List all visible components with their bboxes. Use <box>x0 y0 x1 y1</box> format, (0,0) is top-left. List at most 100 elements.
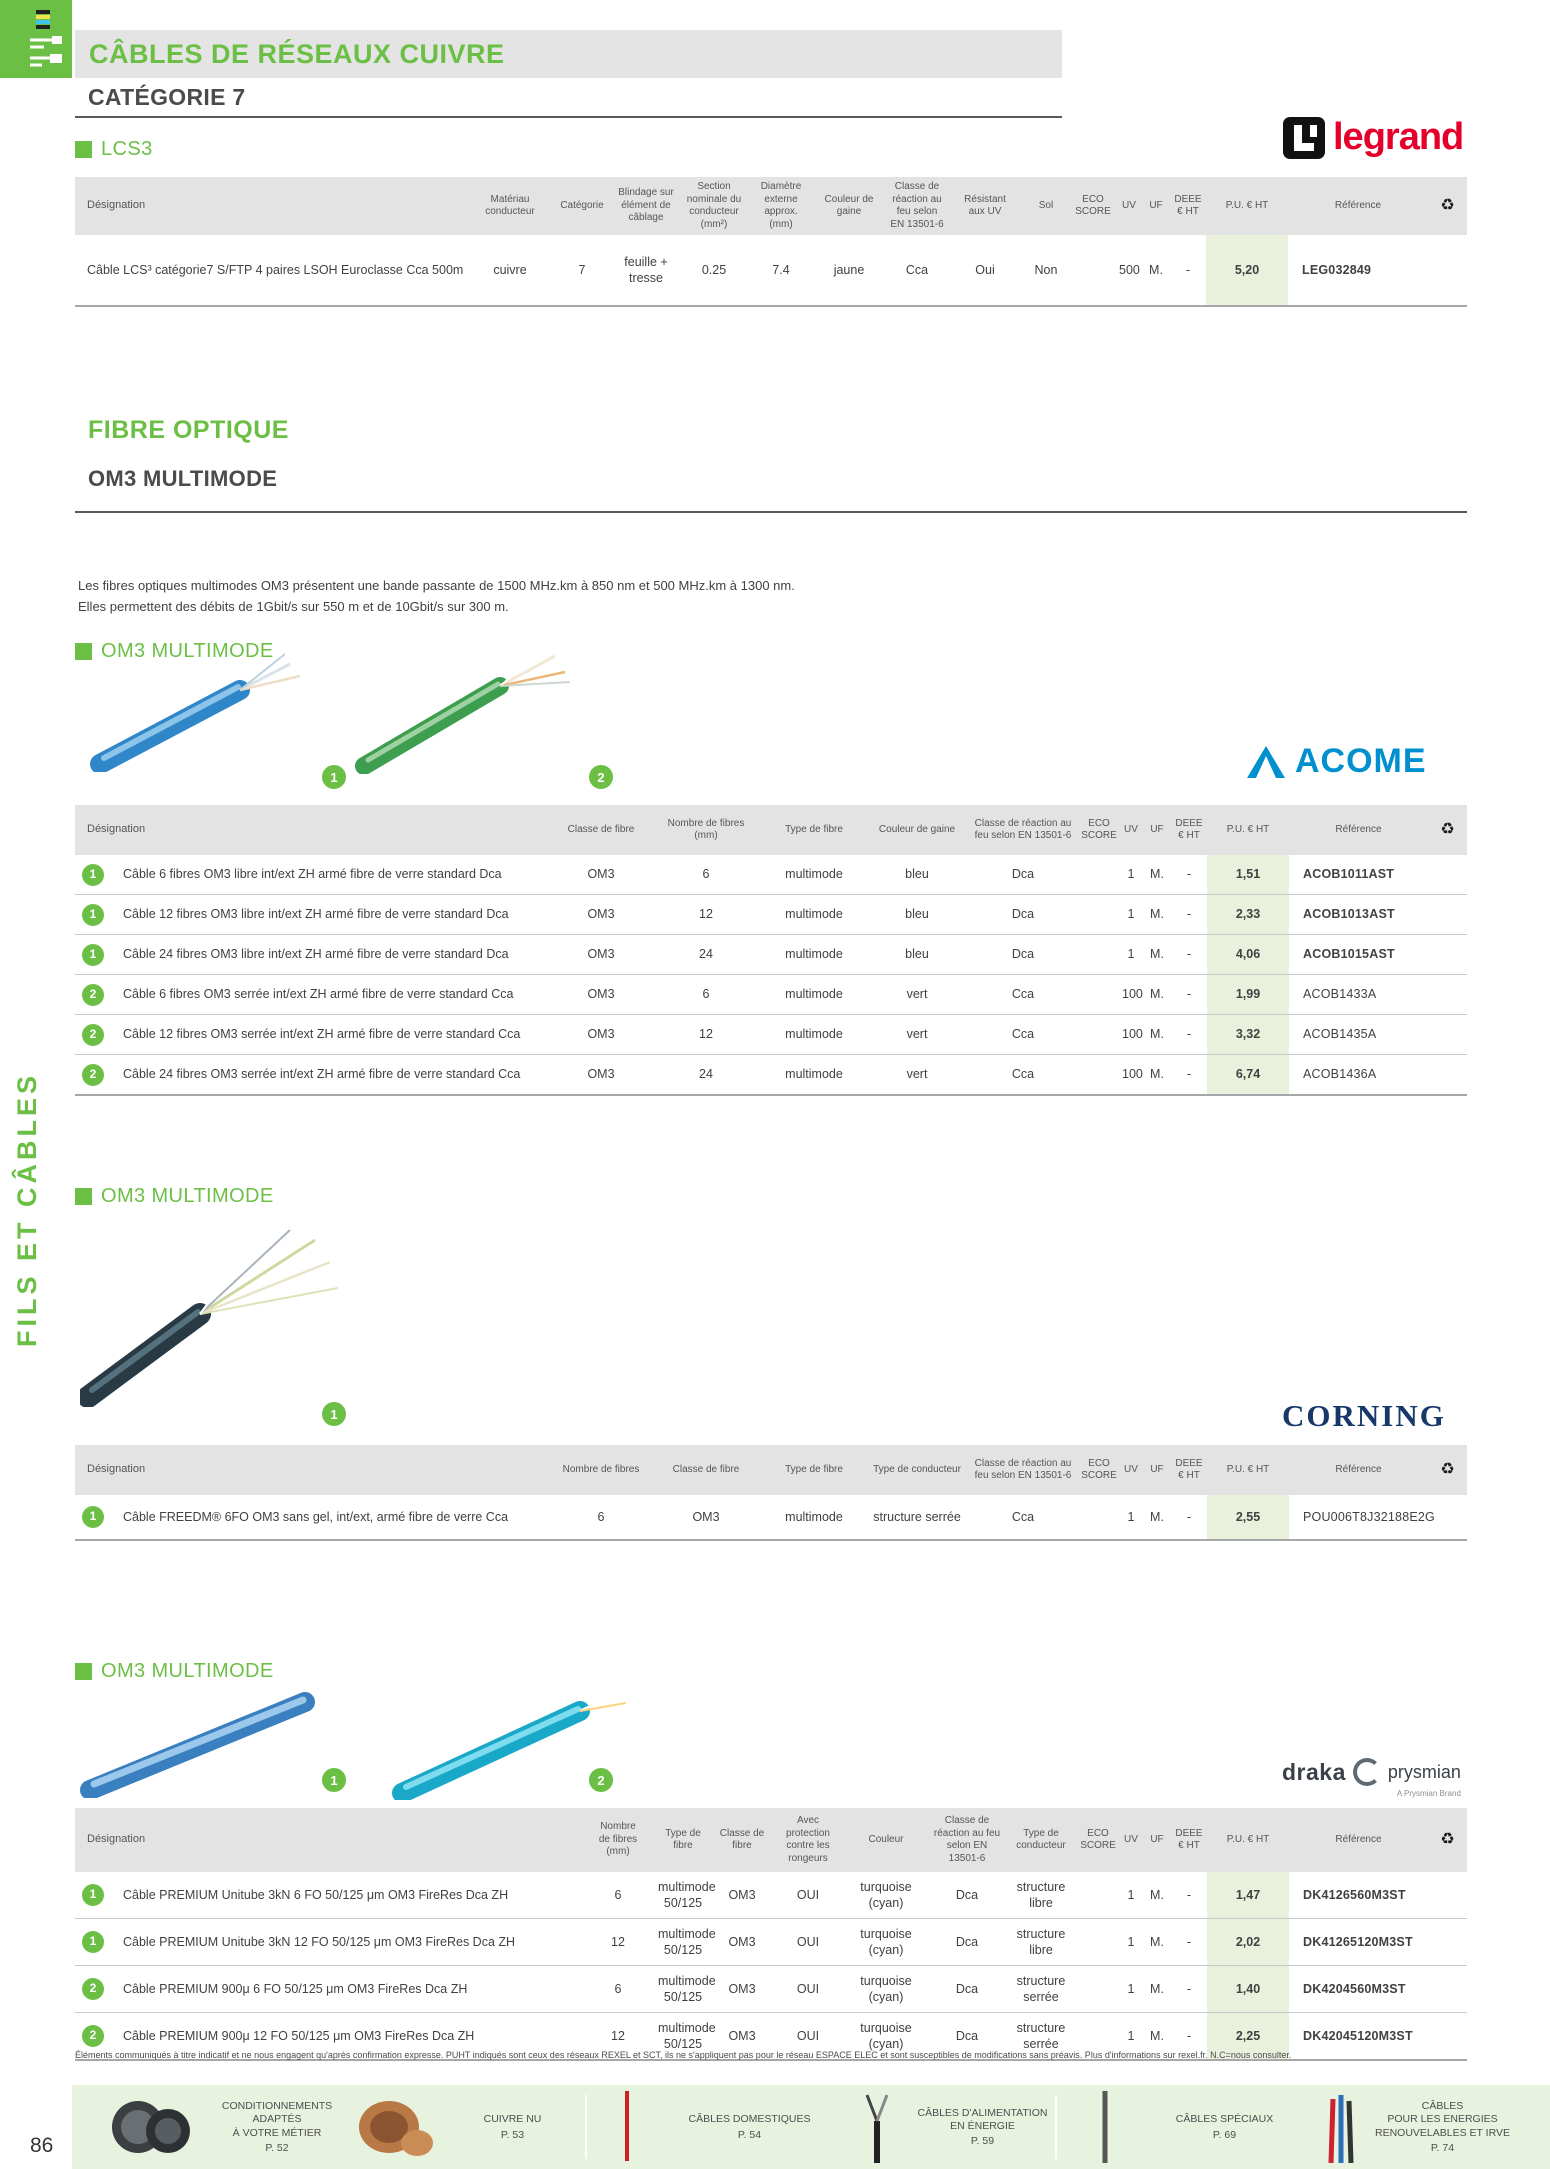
prysmian-ring-icon <box>1352 1758 1381 1786</box>
table-row: Câble LCS³ catégorie7 S/FTP 4 paires LSO… <box>75 235 1467 307</box>
draka-wordmark: draka <box>1282 1758 1346 1785</box>
row-number-badge: 2 <box>82 1023 104 1046</box>
cell-designation: Câble PREMIUM Unitube 3kN 12 FO 50/125 μ… <box>111 1918 581 1966</box>
row-number-badge: 2 <box>82 1978 104 2000</box>
column-header: Classe de fibre <box>651 1445 761 1495</box>
column-header: Couleur <box>843 1808 929 1872</box>
green-square-bullet <box>75 1188 92 1205</box>
cell-reference: DK4204560M3ST <box>1289 1965 1428 2013</box>
column-header: Matériau conducteur <box>470 177 550 235</box>
table-header-row: Désignation Classe de fibre Nombre de fi… <box>75 805 1467 855</box>
column-header-recycle: ♻ <box>1428 1808 1467 1872</box>
cell-price: 2,33 <box>1207 894 1289 935</box>
table-header-row: Désignation Matériau conducteur Catégori… <box>75 177 1467 235</box>
cell-reference: ACOB1011AST <box>1289 855 1428 895</box>
column-header: Sol <box>1022 177 1070 235</box>
category-7-heading: CATÉGORIE 7 <box>88 84 246 110</box>
acome-wordmark: ACOME <box>1295 742 1427 780</box>
green-square-bullet <box>75 141 92 158</box>
column-header: Type de conducteur <box>1005 1808 1077 1872</box>
table-row: 1 Câble PREMIUM Unitube 3kN 6 FO 50/125 … <box>75 1872 1467 1919</box>
recycle-icon: ♻ <box>1440 1461 1455 1478</box>
acome-logo: ACOME <box>1245 742 1427 781</box>
column-header: Catégorie <box>550 177 614 235</box>
column-header: Type de conducteur <box>867 1445 967 1495</box>
column-header: Référence <box>1289 1445 1428 1495</box>
copper-coil-image <box>359 2101 433 2156</box>
column-header: Blindage sur élément de câblage <box>614 177 678 235</box>
cell-price: 1,51 <box>1207 855 1289 895</box>
footer-item: CÂBLES SPÉCIAUX P. 69 <box>1175 2113 1274 2141</box>
cell-price: 1,47 <box>1207 1872 1289 1919</box>
om3-block-label-1: OM3 MULTIMODE <box>75 640 274 663</box>
column-header: DEEE € HT <box>1170 177 1206 235</box>
column-header: Avec protection contre les rongeurs <box>773 1808 843 1872</box>
photo-number-badge: 1 <box>322 1768 346 1792</box>
column-header: Nombre de fibres (mm) <box>581 1808 655 1872</box>
column-header: P.U. € HT <box>1206 177 1288 235</box>
table-row: 1 Câble 6 fibres OM3 libre int/ext ZH ar… <box>75 855 1467 895</box>
column-header-recycle: ♻ <box>1428 805 1467 855</box>
disclaimer-text: Éléments communiqués à titre indicatif e… <box>75 2050 1292 2060</box>
column-header: UV <box>1119 805 1143 855</box>
cell-reference: DK42045120M3ST <box>1289 2012 1428 2061</box>
om3-block-label-text: OM3 MULTIMODE <box>101 640 274 662</box>
table-header-row: Désignation Nombre de fibres Classe de f… <box>75 1445 1467 1495</box>
column-header: Résistant aux UV <box>948 177 1022 235</box>
column-header: UF <box>1143 1808 1171 1872</box>
column-header: UF <box>1143 805 1171 855</box>
recycle-icon: ♻ <box>1440 821 1455 838</box>
table-row: 1 Câble PREMIUM Unitube 3kN 12 FO 50/125… <box>75 1918 1467 1966</box>
column-header: Désignation <box>75 177 470 235</box>
cell-reference: POU006T8J32188E2G <box>1289 1495 1435 1541</box>
cell-designation: Câble 24 fibres OM3 libre int/ext ZH arm… <box>111 934 551 975</box>
prysmian-wordmark: prysmian <box>1387 1761 1461 1782</box>
renewable-cables-image <box>1328 2095 1354 2163</box>
footer-divider <box>585 2095 587 2159</box>
cell-price: 5,20 <box>1206 235 1288 307</box>
om3-block-label-3: OM3 MULTIMODE <box>75 1660 274 1683</box>
column-header: UF <box>1142 177 1170 235</box>
page-title: CÂBLES DE RÉSEAUX CUIVRE <box>89 38 505 69</box>
cell-designation: Câble 24 fibres OM3 serrée int/ext ZH ar… <box>111 1054 551 1096</box>
cable-photo-acome-1 <box>90 653 301 772</box>
row-number-badge: 1 <box>82 1931 104 1953</box>
recycle-icon: ♻ <box>1440 1831 1455 1848</box>
cell-designation: Câble PREMIUM Unitube 3kN 6 FO 50/125 μm… <box>111 1872 581 1919</box>
column-header: Classe de fibre <box>551 805 651 855</box>
column-header: ECO SCORE <box>1079 805 1119 855</box>
row-number-badge: 1 <box>82 1884 104 1906</box>
column-header: UV <box>1116 177 1142 235</box>
lcs3-block-label: LCS3 <box>75 138 153 161</box>
acome-table: Désignation Classe de fibre Nombre de fi… <box>75 805 1467 1096</box>
cell-reference: LEG032849 <box>1288 235 1428 307</box>
om3-block-label-2: OM3 MULTIMODE <box>75 1185 274 1208</box>
column-header: Type de fibre <box>761 805 867 855</box>
column-header: Désignation <box>75 1445 551 1495</box>
footer-item: CÂBLES D'ALIMENTATION EN ÉNERGIE P. 59 <box>917 2106 1048 2148</box>
column-header: Type de fibre <box>655 1808 711 1872</box>
table-row: 2 Câble 24 fibres OM3 serrée int/ext ZH … <box>75 1054 1467 1096</box>
column-header: Section nominale du conducteur (mm²) <box>678 177 750 235</box>
gray-cable-image <box>1102 2091 1108 2163</box>
column-header: Couleur de gaine <box>867 805 967 855</box>
column-header: UV <box>1119 1808 1143 1872</box>
cell-price: 3,32 <box>1207 1014 1289 1055</box>
cell-designation: Câble PREMIUM 900μ 12 FO 50/125 μm OM3 F… <box>111 2012 581 2061</box>
table-row: 2 Câble 12 fibres OM3 serrée int/ext ZH … <box>75 1014 1467 1055</box>
cell-designation: Câble 12 fibres OM3 serrée int/ext ZH ar… <box>111 1014 551 1055</box>
column-header: P.U. € HT <box>1207 1445 1289 1495</box>
column-header: Couleur de gaine <box>812 177 886 235</box>
cable-photo-acome-2 <box>355 645 571 774</box>
power-cable-image <box>865 2094 889 2163</box>
cell-designation: Câble 12 fibres OM3 libre int/ext ZH arm… <box>111 894 551 935</box>
column-header-recycle: ♻ <box>1428 1445 1467 1495</box>
table-row: 1 Câble 24 fibres OM3 libre int/ext ZH a… <box>75 934 1467 975</box>
cell-price: 1,99 <box>1207 974 1289 1015</box>
red-cable-image <box>625 2091 629 2161</box>
column-header: UV <box>1119 1445 1143 1495</box>
cell-price: 2,25 <box>1207 2012 1289 2061</box>
footer-item: CUIVRE NU P. 53 <box>483 2113 542 2141</box>
footer-divider <box>1055 2095 1057 2159</box>
row-number-badge: 1 <box>82 863 104 886</box>
